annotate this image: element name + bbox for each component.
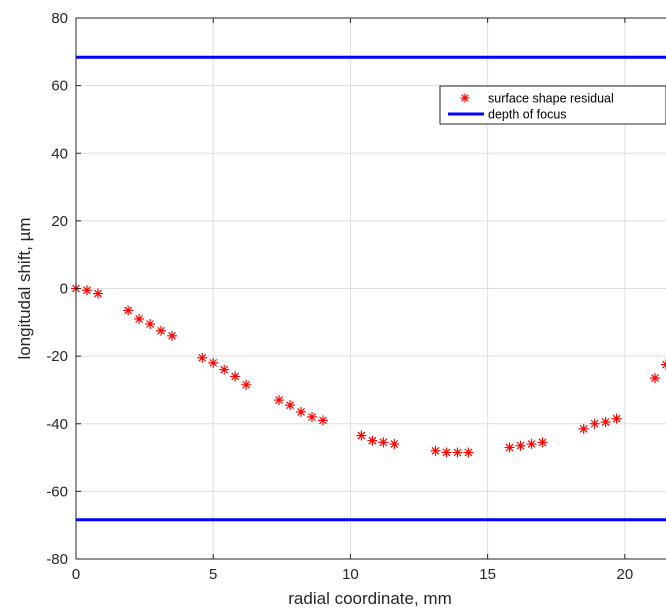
x-tick-label: 0 xyxy=(72,566,80,583)
data-point xyxy=(589,418,600,429)
data-point xyxy=(167,330,178,341)
legend-box xyxy=(439,85,666,125)
y-tick-label: -20 xyxy=(46,348,68,365)
data-point xyxy=(430,445,441,456)
data-point xyxy=(526,439,537,450)
y-tick-label: -40 xyxy=(46,416,68,433)
legend-marker-residual xyxy=(460,93,470,103)
x-tick-label: 20 xyxy=(616,566,633,583)
data-point xyxy=(515,440,526,451)
data-point xyxy=(650,373,661,384)
data-point xyxy=(389,439,400,450)
y-tick-label: 0 xyxy=(60,281,68,298)
data-point xyxy=(356,430,367,441)
y-tick-label: 40 xyxy=(51,145,68,162)
legend-label: depth of focus xyxy=(488,108,567,122)
data-point xyxy=(92,288,103,299)
legend-label: surface shape residual xyxy=(488,92,614,106)
data-point xyxy=(661,359,666,370)
data-point xyxy=(611,413,622,424)
y-tick-label: 80 xyxy=(51,10,68,27)
data-point xyxy=(134,313,145,324)
data-point xyxy=(317,415,328,426)
data-point xyxy=(274,395,285,406)
data-point xyxy=(197,352,208,363)
data-point xyxy=(600,417,611,428)
data-point xyxy=(578,423,589,434)
data-point xyxy=(504,442,515,453)
residual-points xyxy=(71,283,666,458)
data-point xyxy=(285,400,296,411)
data-point xyxy=(296,406,307,417)
data-point xyxy=(537,437,548,448)
y-tick-label: -60 xyxy=(46,483,68,500)
x-axis-label: radial coordinate, mm xyxy=(288,589,451,608)
y-axis-label: longitudal shift, µm xyxy=(15,217,34,359)
data-point xyxy=(367,435,378,446)
data-point xyxy=(145,319,156,330)
x-tick-label: 15 xyxy=(479,566,496,583)
x-tick-label: 5 xyxy=(209,566,217,583)
axis-ticks: 0 5 10 15 20 80 60 40 20 0 -20 -40 -60 -80 xyxy=(46,10,633,583)
data-point xyxy=(219,364,230,375)
legend: surface shape residual depth of focus xyxy=(439,85,666,125)
data-point xyxy=(307,411,317,422)
y-tick-label: -80 xyxy=(46,551,68,568)
data-point xyxy=(441,447,452,458)
data-point xyxy=(208,357,219,368)
y-tick-label: 60 xyxy=(51,78,68,95)
depth-of-focus-lines xyxy=(76,55,666,522)
data-point xyxy=(123,305,134,316)
data-point xyxy=(378,437,389,448)
data-point xyxy=(230,371,241,382)
x-tick-label: 10 xyxy=(342,566,359,583)
data-point xyxy=(463,447,474,458)
data-point xyxy=(156,325,167,336)
data-point xyxy=(81,285,92,296)
y-tick-label: 20 xyxy=(51,213,68,230)
data-point xyxy=(452,447,463,458)
data-point xyxy=(241,379,252,390)
